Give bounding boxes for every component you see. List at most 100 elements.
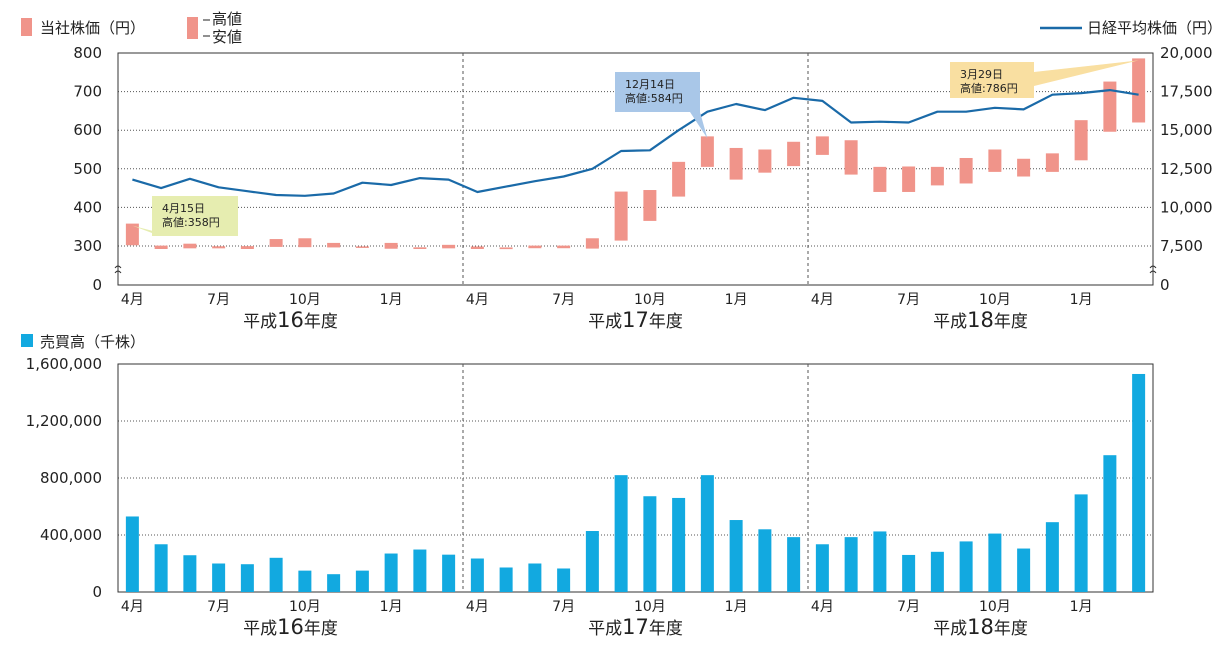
- x-month-label: 1月: [1070, 599, 1093, 615]
- stock-price-bar: [1045, 153, 1059, 172]
- volume-bar: [1103, 455, 1117, 592]
- stock-price-bar: [154, 245, 168, 249]
- x-month-label: 7月: [552, 599, 575, 615]
- stock-price-bar: [959, 157, 973, 184]
- stock-price-bar: [1103, 81, 1117, 132]
- x-month-label: 7月: [897, 292, 920, 308]
- y-right-tick-label: 0: [1160, 276, 1170, 294]
- stock-price-bar: [413, 247, 427, 249]
- volume-bar: [902, 554, 916, 592]
- nikkei-series-line: [132, 88, 1139, 197]
- stock-price-bar: [212, 246, 226, 249]
- legend-volume-swatch: [21, 334, 33, 347]
- stock-price-bar: [355, 246, 369, 248]
- trading-volume-chart: 0 400,000 800,000 1,200,000 1,600,000 4月 7月 10月…: [26, 355, 1154, 639]
- y-left-tick-label: 800: [73, 44, 102, 62]
- volume-bar: [384, 553, 398, 592]
- volume-bar: [585, 531, 599, 592]
- callout-date: 3月29日: [960, 68, 1003, 81]
- stock-price-bar: [672, 161, 686, 197]
- plot-frame: [117, 363, 1154, 593]
- x-month-label: 4月: [466, 292, 489, 308]
- y-tick-label: 1,600,000: [26, 355, 102, 373]
- volume-bar: [154, 544, 168, 592]
- stock-price-bar: [1017, 158, 1031, 177]
- stock-price-bar: [499, 247, 513, 250]
- volume-bar: [183, 555, 197, 592]
- legend-nikkei-label: 日経平均株価（円）: [1087, 19, 1222, 37]
- y-right-tick-label: 20,000: [1160, 44, 1213, 62]
- stock-price-chart: 0 300 400 500 600 700 800 0 7,500 10,000 12,500 15,…: [73, 44, 1212, 332]
- x-month-label: 4月: [121, 599, 144, 615]
- stock-price-bar: [988, 149, 1002, 172]
- x-month-label: 4月: [811, 292, 834, 308]
- axis-break-mark: [1149, 265, 1157, 274]
- legend-volume-label: 売買高（千株）: [40, 333, 145, 351]
- top-legend: 当社株価（円） 高値 安値 日経平均株価（円）: [21, 10, 1222, 46]
- volume-bar: [442, 554, 456, 592]
- y-right-tick-label: 10,000: [1160, 198, 1213, 216]
- volume-bar: [930, 551, 944, 592]
- y-tick-label: 400,000: [40, 526, 102, 544]
- volume-bar: [557, 568, 571, 592]
- x-month-label: 7月: [552, 292, 575, 308]
- volume-bar: [988, 533, 1002, 592]
- stock-price-bar: [442, 244, 456, 249]
- stock-price-bar: [528, 245, 542, 249]
- stock-price-bar: [787, 141, 801, 167]
- x-month-label: 10月: [634, 292, 666, 308]
- y-right-tick-label: 7,500: [1160, 237, 1203, 255]
- stock-price-bar: [700, 136, 714, 167]
- plot-frame: [117, 52, 1154, 286]
- volume-bar: [959, 541, 973, 592]
- x-month-label: 10月: [634, 599, 666, 615]
- stock-price-bar: [470, 246, 484, 249]
- stock-price-bar: [585, 238, 599, 249]
- x-month-label: 7月: [897, 599, 920, 615]
- stock-price-bar: [873, 166, 887, 192]
- fiscal-year-label: 平成17年度: [588, 615, 683, 639]
- stock-price-bar: [1074, 120, 1088, 161]
- volume-bar: [787, 537, 801, 592]
- volume-bar: [212, 563, 226, 592]
- x-month-label: 7月: [207, 292, 230, 308]
- axis-break-mark: [114, 265, 122, 274]
- x-month-label: 10月: [289, 292, 321, 308]
- volume-bar: [873, 531, 887, 592]
- volume-bar: [815, 544, 829, 592]
- x-month-label: 10月: [979, 292, 1011, 308]
- stock-price-bar: [557, 245, 571, 249]
- stock-price-bar: [240, 246, 254, 249]
- y-right-tick-label: 12,500: [1160, 160, 1213, 178]
- legend-highlow-bracket: [203, 19, 210, 37]
- callout-date: 4月15日: [162, 202, 205, 215]
- volume-bar: [643, 496, 657, 592]
- callout-value: 高値:786円: [960, 81, 1018, 95]
- volume-bar: [298, 570, 312, 592]
- x-month-label: 1月: [1070, 292, 1093, 308]
- volume-bar: [125, 516, 139, 592]
- x-month-label: 4月: [466, 599, 489, 615]
- volume-bar: [499, 567, 513, 592]
- legend-price-label: 当社株価（円）: [40, 19, 145, 37]
- callout-box: [615, 72, 700, 112]
- volume-bar: [327, 574, 341, 592]
- volume-bar: [672, 497, 686, 592]
- stock-price-bar: [269, 239, 283, 247]
- volume-bar: [240, 564, 254, 592]
- y-tick-label: 1,200,000: [26, 412, 102, 430]
- volume-bar: [1074, 494, 1088, 592]
- stock-price-bar: [729, 147, 743, 180]
- x-month-label: 4月: [121, 292, 144, 308]
- fiscal-year-label: 平成16年度: [243, 308, 338, 332]
- legend-price-swatch: [21, 18, 32, 36]
- volume-bar: [269, 557, 283, 592]
- y-tick-label: 0: [92, 583, 102, 601]
- x-month-label: 1月: [725, 599, 748, 615]
- volume-bar: [355, 570, 369, 592]
- volume-bar: [1132, 373, 1146, 592]
- volume-bar: [1017, 548, 1031, 592]
- stock-price-bar: [327, 242, 341, 248]
- x-month-label: 1月: [380, 599, 403, 615]
